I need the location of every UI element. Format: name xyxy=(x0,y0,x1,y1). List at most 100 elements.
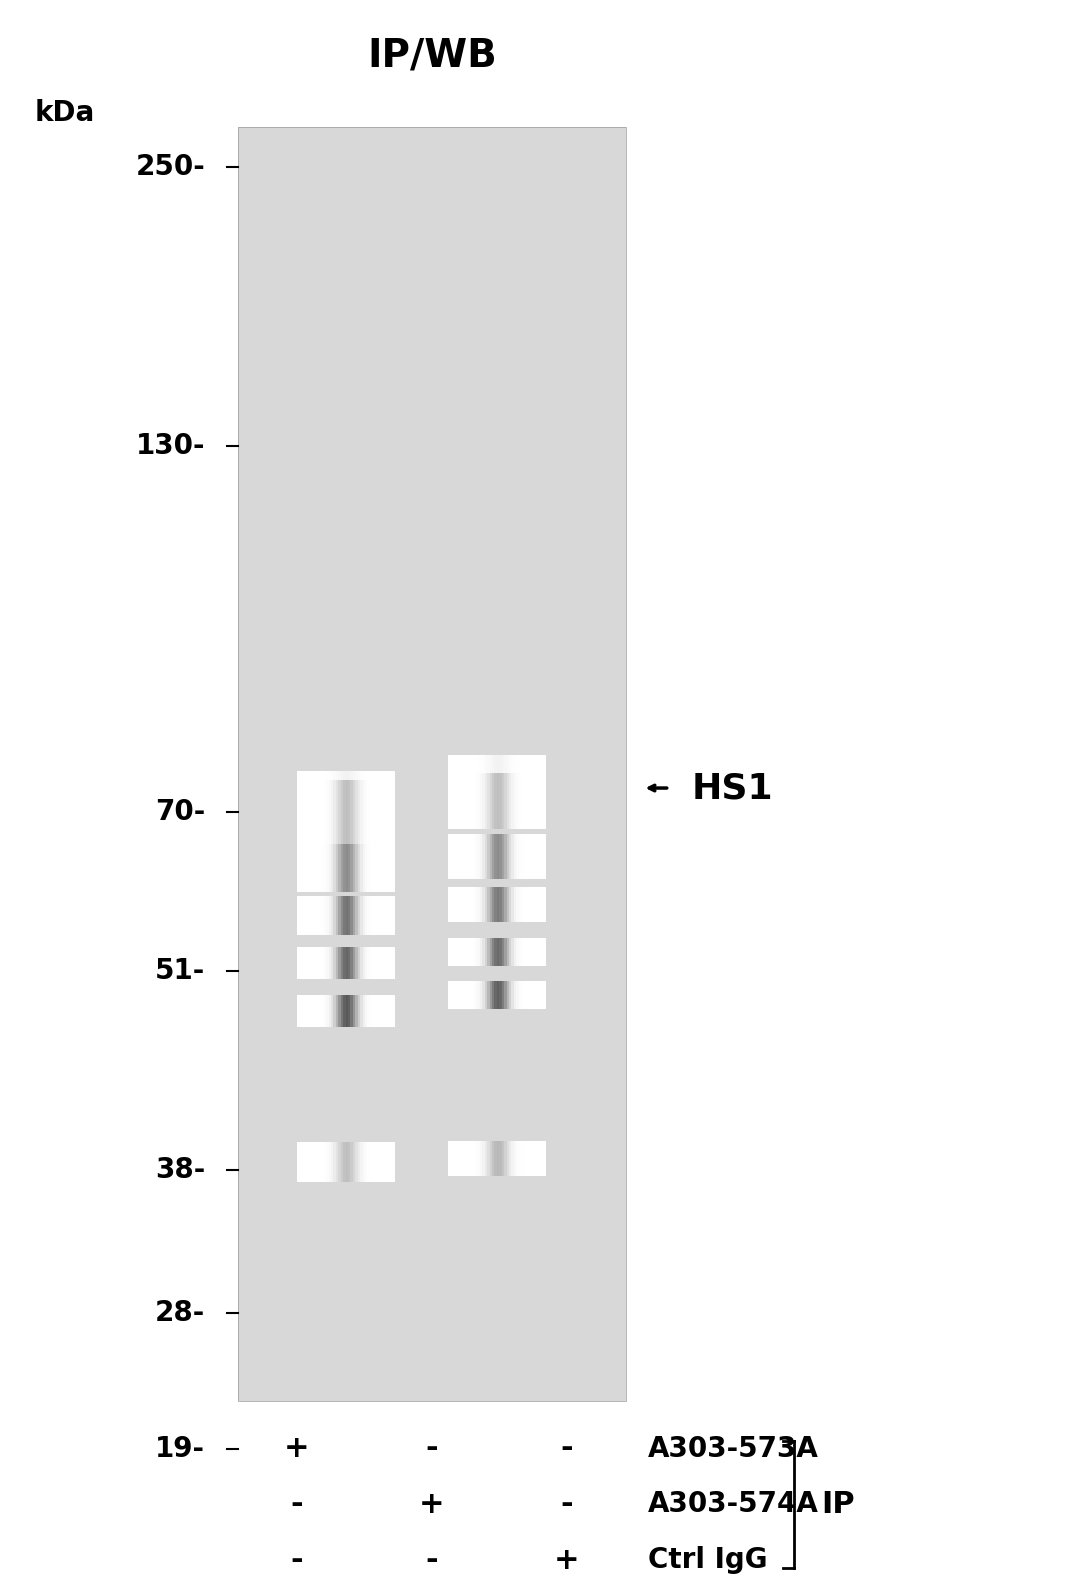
Bar xyxy=(543,1141,546,1176)
Bar xyxy=(324,895,327,936)
Bar xyxy=(336,895,339,936)
Bar xyxy=(483,938,486,966)
Bar xyxy=(485,774,488,828)
Bar xyxy=(302,771,306,806)
Bar xyxy=(460,1141,464,1176)
Bar xyxy=(514,981,517,1009)
Bar xyxy=(297,995,300,1027)
Bar xyxy=(387,895,391,936)
Text: IP: IP xyxy=(821,1490,854,1519)
Bar xyxy=(463,938,467,966)
Bar xyxy=(322,844,325,892)
Bar xyxy=(468,755,471,790)
Bar xyxy=(518,755,523,790)
Bar xyxy=(526,755,529,790)
Text: -: - xyxy=(561,1490,573,1519)
Bar xyxy=(465,938,469,966)
Bar xyxy=(314,771,318,806)
Bar xyxy=(495,1141,498,1176)
Bar xyxy=(365,895,368,936)
Bar xyxy=(522,834,525,879)
Bar xyxy=(380,771,383,806)
Bar xyxy=(458,774,461,828)
Bar xyxy=(367,995,372,1027)
Bar xyxy=(392,1143,395,1181)
Bar xyxy=(463,1141,467,1176)
Bar xyxy=(450,887,454,922)
Bar xyxy=(341,1143,345,1181)
Bar xyxy=(369,844,374,892)
Bar xyxy=(307,1143,310,1181)
Bar xyxy=(534,1141,537,1176)
Bar xyxy=(363,1143,366,1181)
Text: 130-: 130- xyxy=(136,431,205,460)
Bar xyxy=(305,947,308,979)
Bar xyxy=(367,844,372,892)
Bar xyxy=(380,895,383,936)
Bar xyxy=(387,780,391,844)
Bar xyxy=(361,895,364,936)
Bar xyxy=(369,895,374,936)
Bar xyxy=(516,981,519,1009)
Bar xyxy=(375,771,378,806)
Bar xyxy=(377,947,380,979)
Bar xyxy=(361,780,364,844)
Bar xyxy=(382,771,386,806)
Bar xyxy=(392,844,395,892)
Bar xyxy=(324,844,327,892)
Bar xyxy=(483,1141,486,1176)
Bar xyxy=(454,887,457,922)
Bar xyxy=(319,780,322,844)
Bar xyxy=(355,844,359,892)
Bar xyxy=(514,834,517,879)
Bar xyxy=(489,834,494,879)
Bar xyxy=(319,844,322,892)
Bar xyxy=(341,895,345,936)
Bar xyxy=(468,938,471,966)
Bar xyxy=(477,774,481,828)
Bar xyxy=(509,887,513,922)
Bar xyxy=(330,995,335,1027)
Bar xyxy=(336,995,339,1027)
Bar xyxy=(480,755,484,790)
Bar xyxy=(509,834,513,879)
Bar xyxy=(361,1143,364,1181)
Bar xyxy=(463,981,467,1009)
Bar xyxy=(377,895,380,936)
Bar xyxy=(375,895,378,936)
Bar xyxy=(470,1141,474,1176)
Bar xyxy=(536,938,539,966)
Bar xyxy=(477,887,481,922)
Bar xyxy=(330,1143,335,1181)
Bar xyxy=(504,887,508,922)
Bar xyxy=(380,844,383,892)
Bar xyxy=(448,981,451,1009)
Bar xyxy=(377,780,380,844)
Bar xyxy=(497,887,500,922)
Bar xyxy=(305,895,308,936)
Bar xyxy=(487,755,490,790)
Bar xyxy=(531,834,535,879)
Bar xyxy=(307,844,310,892)
Bar xyxy=(380,780,383,844)
Bar xyxy=(238,127,626,1401)
Bar xyxy=(497,755,500,790)
Bar xyxy=(512,755,515,790)
Bar xyxy=(507,938,510,966)
Bar xyxy=(346,844,349,892)
Bar xyxy=(338,995,342,1027)
Bar xyxy=(448,755,451,790)
Bar xyxy=(489,774,494,828)
Bar xyxy=(480,774,484,828)
Bar xyxy=(346,995,349,1027)
Bar xyxy=(485,887,488,922)
Bar xyxy=(504,981,508,1009)
Bar xyxy=(328,771,333,806)
Bar xyxy=(322,1143,325,1181)
Bar xyxy=(512,981,515,1009)
Bar xyxy=(528,887,531,922)
Bar xyxy=(489,755,494,790)
Bar xyxy=(353,844,356,892)
Bar xyxy=(475,774,478,828)
Bar xyxy=(543,834,546,879)
